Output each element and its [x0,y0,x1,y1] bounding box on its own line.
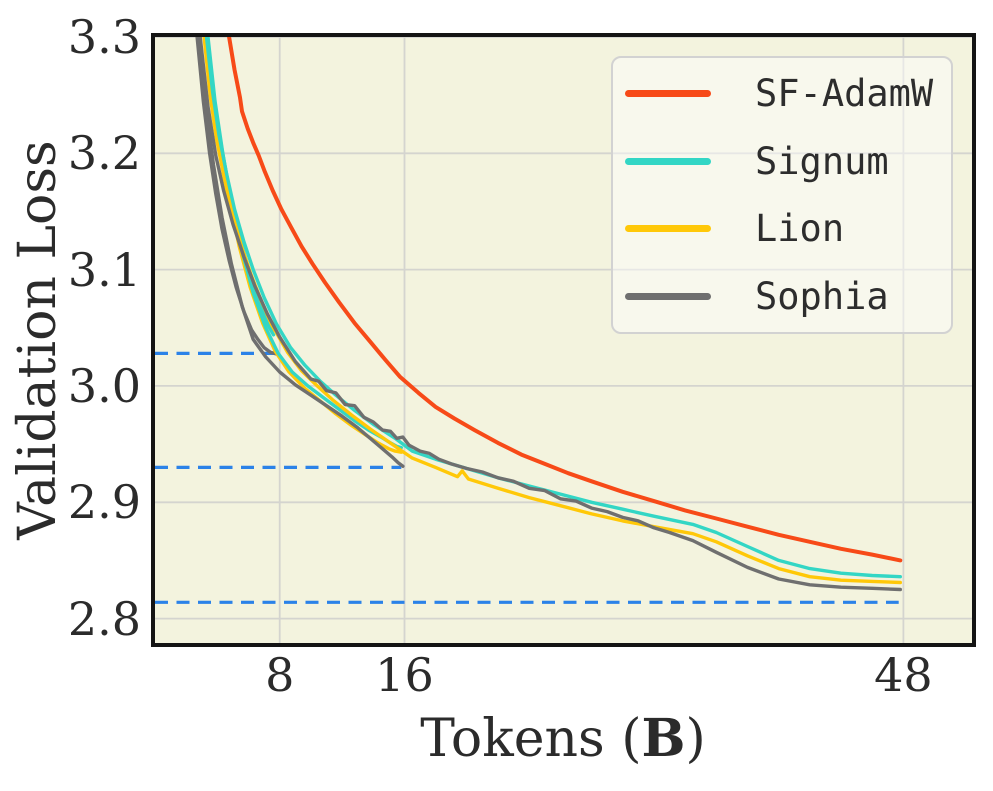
legend-label-lion: Lion [755,207,845,251]
y-tick-label-3.0: 3.0 [67,358,141,413]
legend-item-sf-adamw: SF-AdamW [625,60,939,128]
y-tick-label-3.2: 3.2 [67,126,141,181]
legend: SF-AdamW Signum Lion Sophia [611,56,953,334]
x-axis-label-prefix: Tokens ( [420,709,642,769]
series-line-sophia_48b [198,37,902,592]
legend-label-signum: Signum [755,139,889,183]
y-tick-label-2.8: 2.8 [67,591,141,646]
legend-swatch-sf-adamw [625,90,711,98]
x-tick-label-8: 8 [265,648,295,702]
series-line-signum_48b [204,37,902,579]
x-tick-label-16: 16 [375,648,434,702]
legend-label-sophia: Sophia [755,274,889,318]
y-tick-label-3.1: 3.1 [67,242,141,297]
legend-swatch-sophia [625,292,711,300]
x-axis-label: Tokens (B) [313,708,813,770]
plot-area: SF-AdamW Signum Lion Sophia [151,33,976,647]
x-axis-label-bold: B [641,708,686,769]
legend-item-sophia: Sophia [625,263,939,331]
legend-swatch-signum [625,157,711,165]
series-line-sophia_16b [197,37,405,468]
x-axis-label-suffix: ) [685,709,706,769]
legend-swatch-lion [625,225,711,233]
x-tick-label-48: 48 [874,648,933,702]
legend-item-lion: Lion [625,195,939,263]
y-tick-label-2.9: 2.9 [67,475,141,530]
legend-label-sf-adamw: SF-AdamW [755,72,934,116]
legend-item-signum: Signum [625,128,939,196]
y-tick-label-3.3: 3.3 [67,10,141,64]
series-line-sf_adamw_48b [227,37,903,563]
plot-canvas [155,37,972,643]
